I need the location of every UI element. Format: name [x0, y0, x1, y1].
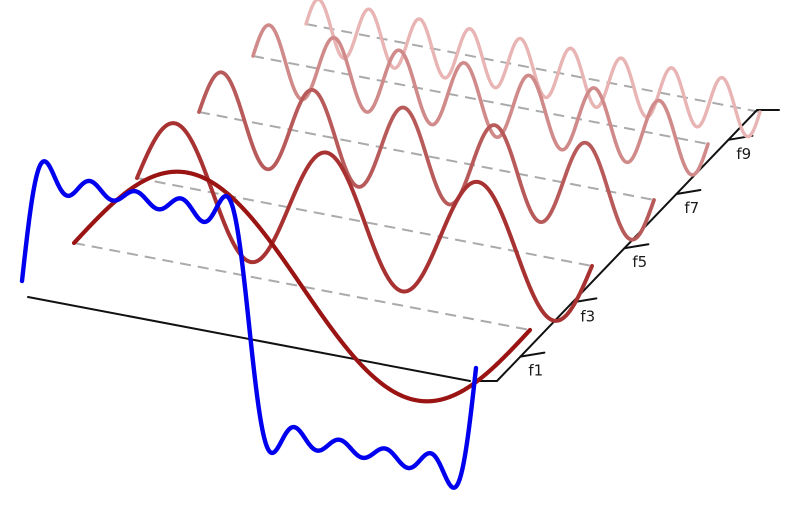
depth-tick-f1: [519, 351, 546, 358]
gridline-f7: [252, 55, 709, 145]
depth-tick-f7: [675, 189, 702, 196]
depth-tick-f5: [623, 243, 650, 250]
gridline-f5: [198, 111, 655, 201]
depth-tick-label-f9: f9: [736, 145, 751, 163]
harmonic-curve-f7: [251, 23, 710, 177]
gridline-f1: [73, 242, 531, 331]
harmonic-curve-f9: [304, 0, 762, 139]
harmonic-curve-f3: [135, 121, 594, 323]
harmonic-curve-f1: [71, 169, 533, 404]
depth-axis-ticks: [519, 134, 754, 358]
depth-tick-label-f5: f5: [632, 253, 647, 271]
depth-axis: f1 f3 f5 f7 f9: [474, 109, 780, 382]
depth-axis-tick-labels: f1 f3 f5 f7 f9: [528, 145, 751, 380]
harmonic-curve-group: [71, 0, 762, 404]
depth-axis-line: [474, 109, 780, 382]
harmonic-curve-f5: [197, 70, 656, 242]
depth-tick-label-f7: f7: [684, 199, 699, 217]
sum-square-wave-curve: [19, 159, 479, 490]
depth-tick-label-f1: f1: [528, 362, 543, 380]
depth-tick-label-f3: f3: [580, 307, 595, 325]
